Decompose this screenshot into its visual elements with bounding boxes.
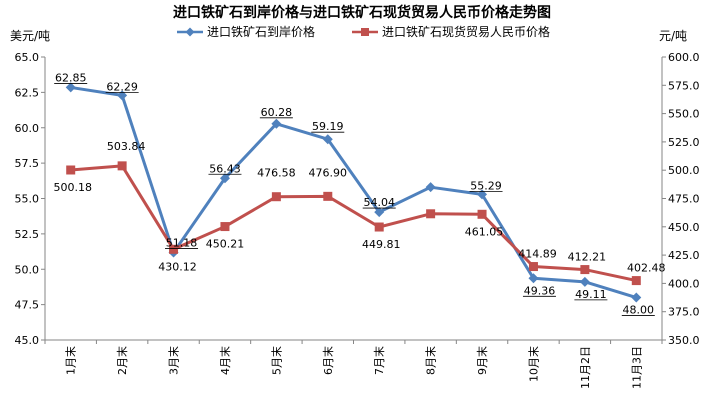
- data-label: 55.29: [470, 179, 502, 192]
- data-label: 49.11: [575, 288, 607, 301]
- data-label: 51.18: [166, 237, 198, 250]
- right-tick-label: 475.0: [668, 193, 700, 206]
- legend-square-marker: [361, 28, 369, 36]
- right-tick-label: 500.0: [668, 164, 700, 177]
- data-point-square: [426, 209, 436, 219]
- x-tick-label: 5月末: [269, 346, 283, 375]
- data-point-square: [220, 222, 230, 232]
- left-tick-label: 45.0: [15, 334, 40, 347]
- data-point-square: [169, 244, 179, 254]
- data-label: 449.81: [362, 238, 401, 251]
- data-point-diamond: [117, 90, 128, 101]
- data-labels-layer: 62.85 62.29 51.18 56.43 60.28 59.19 54.04 55.29…: [53, 71, 665, 316]
- data-point-diamond: [219, 173, 230, 184]
- legend: 进口铁矿石到岸价格 进口铁矿石现货贸易人民币价格: [177, 24, 550, 39]
- series-layer: [65, 82, 642, 303]
- left-tick-label: 50.0: [15, 263, 40, 276]
- x-tick-label: 1月末: [64, 346, 78, 375]
- series-line-rmb-spot-price: [70, 164, 637, 283]
- data-label: 62.29: [106, 80, 138, 93]
- right-tick-label: 525.0: [668, 136, 700, 149]
- data-point-diamond: [631, 292, 642, 303]
- data-label: 450.21: [206, 238, 245, 251]
- data-label: 60.28: [261, 106, 293, 119]
- data-point-square: [323, 191, 333, 201]
- data-point-square: [271, 192, 281, 202]
- data-point-diamond: [528, 273, 539, 284]
- right-tick-label: 550.0: [668, 108, 700, 121]
- data-label: 476.90: [309, 166, 348, 179]
- data-point-square: [374, 222, 384, 232]
- legend-label: 进口铁矿石现货贸易人民币价格: [382, 24, 550, 39]
- x-tick-label: 8月末: [424, 346, 438, 375]
- right-tick-label: 350.0: [668, 334, 700, 347]
- data-label: 54.04: [363, 196, 395, 209]
- left-tick-label: 60.0: [15, 122, 40, 135]
- x-tick-label: 6月末: [321, 346, 335, 375]
- data-label: 430.12: [158, 260, 197, 273]
- data-label: 56.43: [209, 162, 241, 175]
- left-tick-label: 65.0: [15, 51, 40, 64]
- data-point-diamond: [65, 82, 76, 93]
- left-tick-label: 62.5: [15, 86, 40, 99]
- data-label: 48.00: [623, 304, 655, 317]
- x-tick-label: 2月末: [115, 346, 129, 375]
- data-point-diamond: [374, 207, 385, 218]
- data-point-square: [66, 165, 76, 175]
- data-point-square: [580, 265, 590, 275]
- x-tick-label: 4月末: [218, 346, 232, 375]
- right-tick-label: 575.0: [668, 79, 700, 92]
- chart-title: 进口铁矿石到岸价格与进口铁矿石现货贸易人民币价格走势图: [173, 4, 551, 21]
- data-label: 49.36: [524, 284, 556, 297]
- data-label: 476.58: [257, 167, 296, 180]
- right-tick-label: 600.0: [668, 51, 700, 64]
- legend-diamond-marker: [185, 27, 195, 37]
- data-point-diamond: [477, 189, 488, 200]
- data-point-diamond: [425, 182, 436, 193]
- data-point-diamond: [271, 118, 282, 129]
- right-tick-label: 375.0: [668, 306, 700, 319]
- right-tick-label: 400.0: [668, 277, 700, 290]
- data-label: 503.84: [107, 140, 146, 153]
- x-tick-label: 9月末: [475, 346, 489, 375]
- axes: 45.0 47.5 50.0 52.5 55.0 57.5 60.0 62.5 65.0 350.…: [15, 51, 700, 389]
- data-label: 414.89: [518, 248, 557, 261]
- data-label: 62.85: [55, 71, 87, 84]
- right-tick-label: 425.0: [668, 249, 700, 262]
- left-tick-label: 55.0: [15, 193, 40, 206]
- left-axis-unit: 美元/吨: [10, 29, 50, 43]
- data-point-square: [631, 276, 641, 286]
- data-label: 500.18: [53, 181, 92, 194]
- data-point-square: [528, 262, 538, 272]
- right-tick-label: 450.0: [668, 221, 700, 234]
- left-tick-label: 52.5: [15, 228, 40, 241]
- x-tick-label: 7月末: [372, 346, 386, 375]
- series-line-cif-price: [70, 85, 637, 299]
- data-label: 412.21: [568, 251, 607, 264]
- left-tick-label: 47.5: [15, 299, 40, 312]
- x-tick-label: 11月3日: [630, 346, 643, 389]
- data-label: 402.48: [627, 262, 666, 275]
- data-point-diamond: [322, 134, 333, 145]
- data-point-square: [117, 161, 127, 171]
- right-axis-unit: 元/吨: [659, 29, 687, 43]
- legend-label: 进口铁矿石到岸价格: [207, 24, 315, 39]
- x-tick-label: 11月2日: [579, 346, 592, 389]
- data-label: 59.19: [312, 120, 344, 133]
- x-tick-label: 10月末: [526, 346, 540, 382]
- data-label: 461.05: [465, 225, 504, 238]
- left-tick-label: 57.5: [15, 157, 40, 170]
- data-point-square: [477, 209, 487, 219]
- data-point-diamond: [579, 276, 590, 287]
- x-tick-label: 3月末: [167, 346, 181, 375]
